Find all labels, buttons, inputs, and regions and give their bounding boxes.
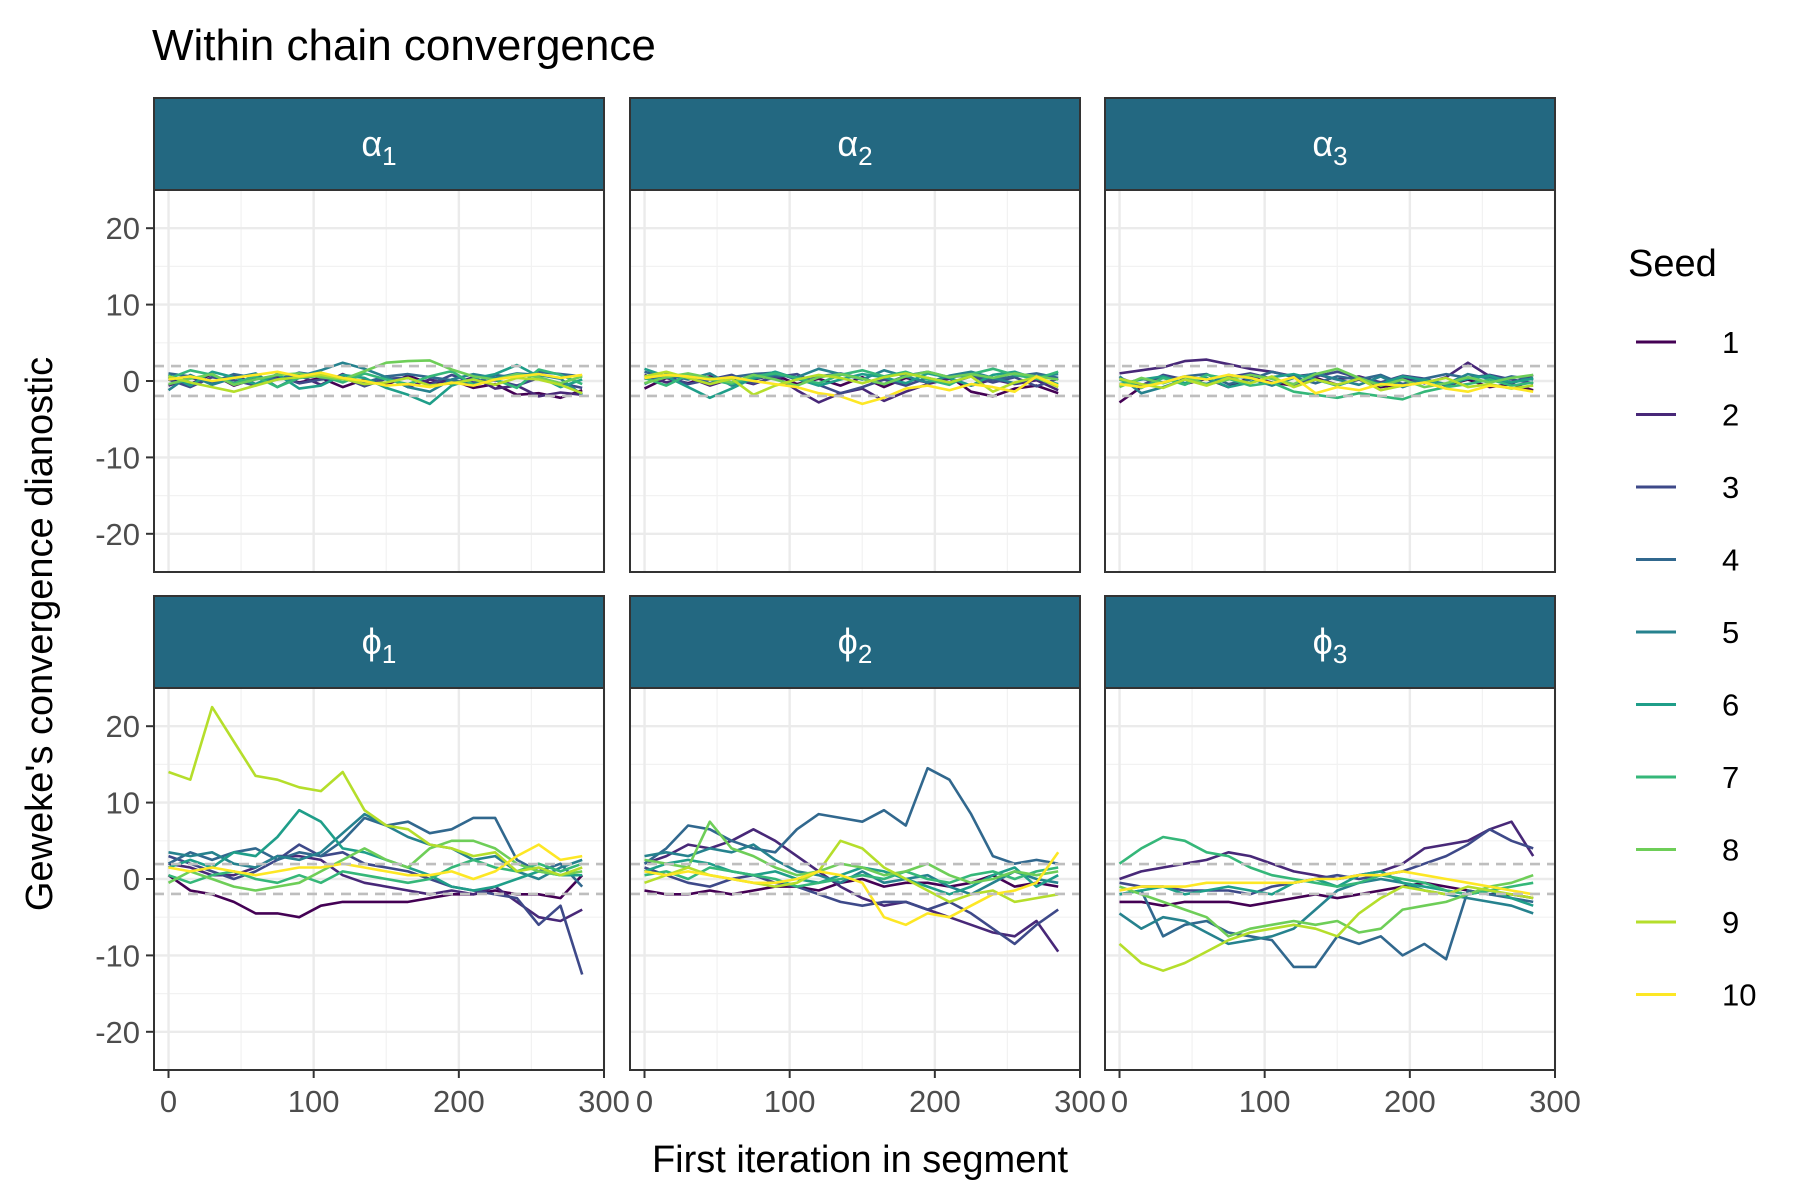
series-line-seed-8 — [1119, 873, 1534, 938]
panel-border — [1104, 189, 1556, 573]
facet-panel: α1 -20 -10 0 10 20 — [95, 97, 606, 573]
facet-strip-label: ϕ1 — [362, 621, 397, 669]
series-line-seed-3 — [644, 866, 1059, 946]
y-tick-label: 20 — [106, 211, 140, 246]
x-tick-label: 0 — [160, 1084, 177, 1119]
series-line-seed-10 — [1119, 373, 1534, 395]
facet-panel: ϕ2 0 100 200 300 — [629, 595, 1106, 1119]
series-line-seed-10 — [168, 843, 583, 881]
facet-strip-label: ϕ3 — [1313, 621, 1348, 669]
facet-strip — [153, 595, 605, 689]
legend-label: 2 — [1722, 398, 1739, 433]
y-tick-label: 20 — [106, 709, 140, 744]
legend: Seed 1 2 3 4 5 6 7 8 9 10 — [1628, 243, 1756, 1013]
series-line-seed-10 — [168, 370, 583, 389]
facet-strip — [1104, 595, 1556, 689]
x-tick-label: 200 — [909, 1084, 961, 1119]
series-line-seed-9 — [1118, 885, 1534, 972]
x-tick-label: 0 — [1111, 1084, 1128, 1119]
panel-border — [629, 189, 1081, 573]
y-tick-label: -10 — [95, 938, 140, 973]
legend-label: 8 — [1722, 833, 1739, 868]
series-line-seed-9 — [644, 370, 1059, 397]
series-line-seed-10 — [644, 851, 1060, 927]
legend-label: 7 — [1722, 760, 1739, 795]
legend-label: 10 — [1722, 978, 1756, 1013]
legend-label: 6 — [1722, 688, 1739, 723]
facet-strip-label: α1 — [361, 123, 396, 171]
series-line-seed-7 — [168, 368, 583, 390]
x-tick-label: 300 — [578, 1084, 630, 1119]
series-line-seed-9 — [168, 705, 583, 877]
x-tick-label: 200 — [1384, 1084, 1436, 1119]
legend-label: 4 — [1722, 543, 1739, 578]
legend-label: 1 — [1722, 325, 1739, 360]
legend-label: 9 — [1722, 905, 1739, 940]
facet-strip-label: α2 — [837, 123, 872, 171]
x-tick-label: 300 — [1529, 1084, 1581, 1119]
series-line-seed-6 — [168, 808, 583, 892]
panel-border — [1104, 687, 1556, 1071]
series-line-seed-3 — [1119, 828, 1534, 896]
series-line-seed-8 — [644, 820, 1059, 885]
x-tick-label: 100 — [288, 1084, 340, 1119]
series-line-seed-5 — [1118, 877, 1534, 946]
series-line-seed-2 — [644, 828, 1060, 953]
legend-label: 3 — [1722, 470, 1739, 505]
legend-label: 5 — [1722, 615, 1739, 650]
facet-strip-label: ϕ2 — [838, 621, 873, 669]
facet-panel: α3 — [1104, 97, 1557, 573]
y-tick-label: -10 — [95, 440, 140, 475]
series-line-seed-3 — [168, 843, 584, 975]
y-axis-title: Geweke's convergence dianostic — [19, 357, 61, 911]
y-tick-label: 0 — [123, 862, 140, 897]
y-tick-label: 10 — [106, 288, 140, 323]
facet-strip — [1104, 97, 1556, 191]
facet-strip — [629, 595, 1081, 689]
series-line-seed-10 — [644, 373, 1059, 406]
y-tick-label: 0 — [123, 364, 140, 399]
legend-title: Seed — [1628, 243, 1717, 285]
facet-strip — [153, 97, 605, 191]
chart-title: Within chain convergence — [152, 21, 656, 70]
x-tick-label: 200 — [433, 1084, 485, 1119]
panel-border — [629, 687, 1081, 1071]
y-tick-label: -20 — [95, 1015, 140, 1050]
series-line-seed-6 — [644, 858, 1059, 896]
y-tick-label: -20 — [95, 517, 140, 552]
series-line-seed-9 — [1119, 375, 1534, 392]
facet-panel: ϕ3 0 100 200 300 — [1104, 595, 1581, 1119]
y-tick-label: 10 — [106, 786, 140, 821]
facet-strip-label: α3 — [1312, 123, 1347, 171]
x-tick-label: 300 — [1054, 1084, 1106, 1119]
x-tick-label: 0 — [636, 1084, 653, 1119]
series-line-seed-8 — [167, 839, 583, 892]
facet-strip — [629, 97, 1081, 191]
facet-panel: α2 — [629, 97, 1082, 573]
series-line-seed-10 — [1119, 870, 1534, 896]
series-line-seed-1 — [1119, 881, 1534, 907]
x-axis-title: First iteration in segment — [652, 1139, 1068, 1181]
x-tick-label: 100 — [1239, 1084, 1291, 1119]
series-line-seed-7 — [644, 866, 1059, 888]
x-tick-label: 100 — [764, 1084, 816, 1119]
series-line-seed-4 — [643, 766, 1059, 865]
